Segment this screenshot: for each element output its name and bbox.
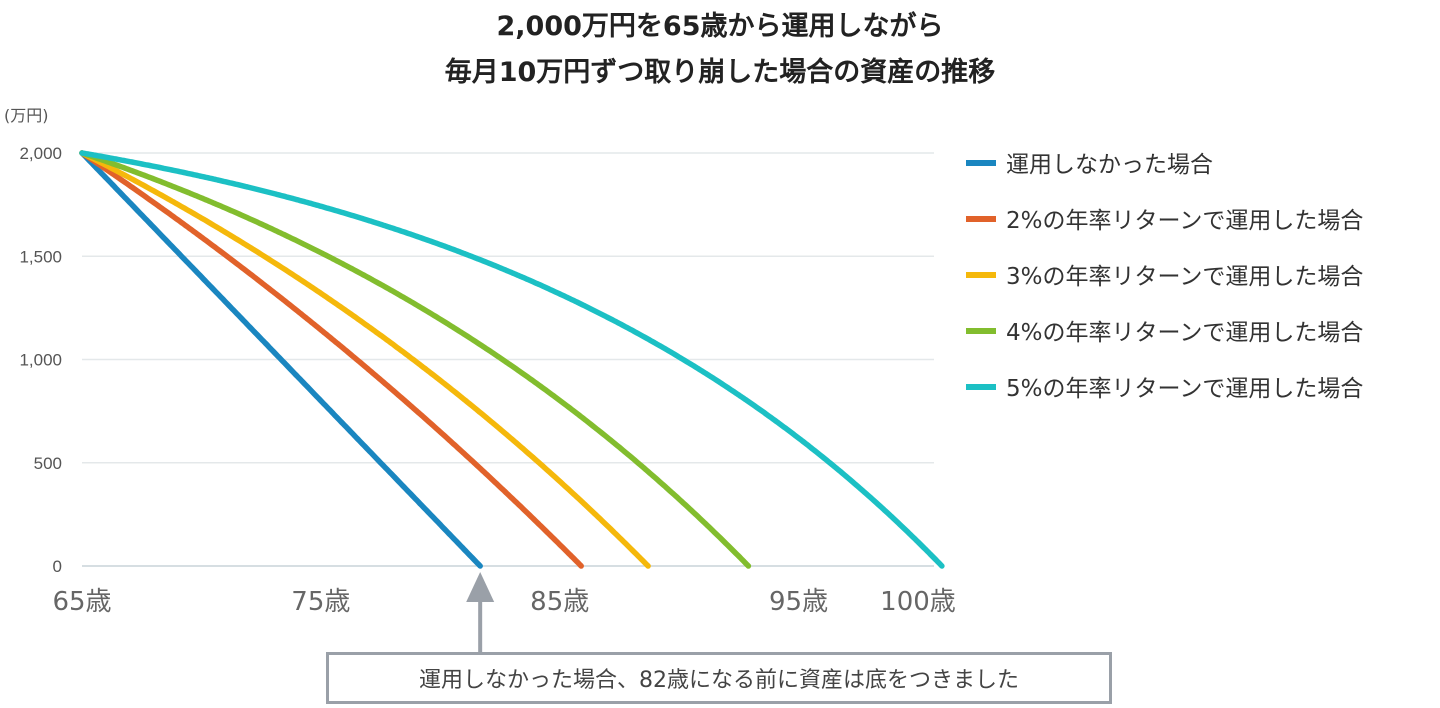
x-tick-label: 75歳 [291,587,350,617]
series-line [79,150,651,569]
legend-label: 運用しなかった場合 [1006,152,1213,178]
arrow-head [466,572,495,602]
chart-title: 2,000万円を65歳から運用しながら 毎月10万円ずつ取り崩した場合の資産の推… [0,4,1440,96]
x-tick-label: 95歳 [769,587,828,617]
annotation-text: 運用しなかった場合、82歳になる前に資産は底をつきました [419,668,1019,693]
x-tick-label: 65歳 [52,587,111,617]
y-tick-label: 1,000 [19,351,62,370]
x-tick-label: 100歳 [880,587,956,617]
y-axis-unit: (万円) [4,106,49,125]
x-tick-label: 85歳 [530,587,589,617]
chart-title-line-1: 2,000万円を65歳から運用しながら [496,11,944,42]
y-axis-ticks: 2,000 1,500 1,000 500 0 (万円) [4,106,62,576]
y-tick-label: 2,000 [19,144,62,163]
annotation-box: 運用しなかった場合、82歳になる前に資産は底をつきました [326,652,1112,704]
series-line [79,150,584,569]
series-line [79,150,483,569]
annotation-arrow [466,572,495,652]
legend-label: 4%の年率リターンで運用した場合 [1006,320,1363,346]
y-tick-label: 0 [53,557,62,576]
series-line [79,150,945,569]
legend: 運用しなかった場合 2%の年率リターンで運用した場合 3%の年率リターンで運用した場… [966,152,1363,402]
legend-label: 5%の年率リターンで運用した場合 [1006,376,1363,402]
y-tick-label: 1,500 [19,247,62,266]
y-tick-label: 500 [34,454,62,473]
series-lines [79,150,945,569]
legend-label: 3%の年率リターンで運用した場合 [1006,264,1363,290]
chart-title-line-2: 毎月10万円ずつ取り崩した場合の資産の推移 [444,57,996,88]
series-line [79,150,752,569]
legend-label: 2%の年率リターンで運用した場合 [1006,208,1363,234]
gridlines [82,152,934,567]
x-axis-ticks: 65歳 75歳 85歳 95歳 100歳 [52,587,955,617]
